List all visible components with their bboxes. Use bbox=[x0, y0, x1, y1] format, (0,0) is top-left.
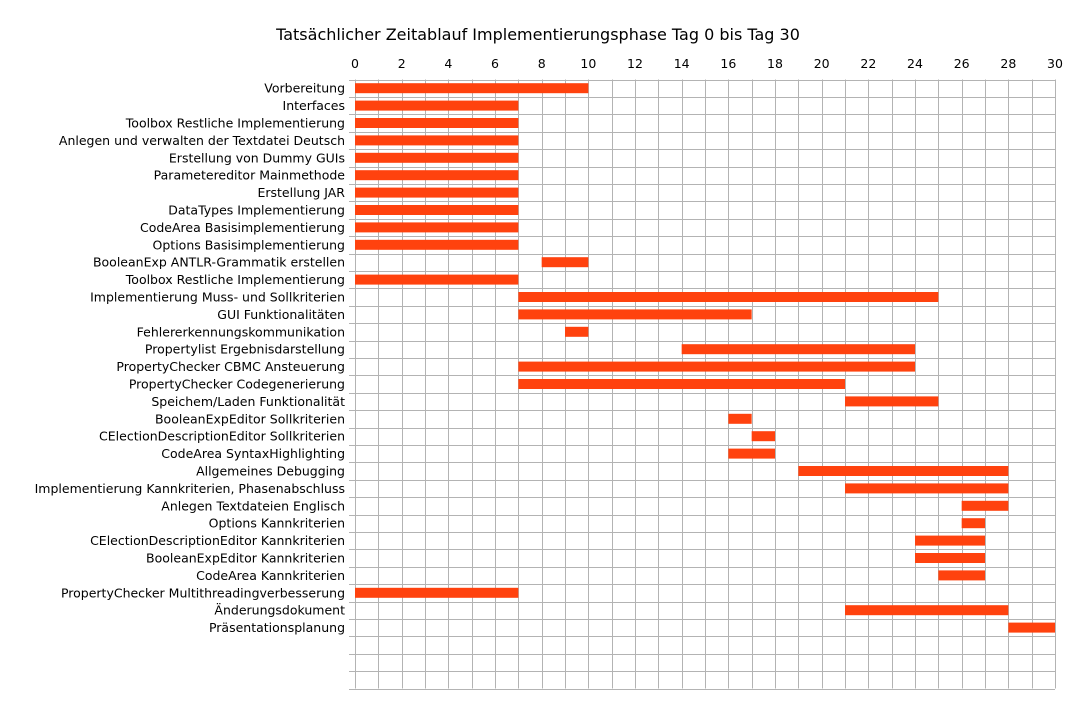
x-tick-label: 2 bbox=[398, 56, 406, 71]
task-bar bbox=[565, 326, 589, 337]
category-label: Parametereditor Mainmethode bbox=[154, 168, 346, 183]
task-bar bbox=[728, 413, 752, 424]
task-bar bbox=[518, 309, 752, 320]
x-tick-label: 8 bbox=[538, 56, 546, 71]
task-bar bbox=[915, 553, 985, 563]
category-label: Toolbox Restliche Implementierung bbox=[125, 116, 345, 131]
category-label: PropertyChecker Codegenerierung bbox=[129, 377, 345, 392]
task-bar bbox=[728, 448, 775, 459]
x-tick-label: 14 bbox=[674, 56, 690, 71]
category-label: Anlegen und verwalten der Textdatei Deut… bbox=[59, 133, 345, 148]
task-bar bbox=[355, 100, 519, 111]
task-bar bbox=[355, 118, 519, 128]
category-label: PropertyChecker CBMC Ansteuerung bbox=[116, 359, 345, 374]
x-tick-label: 10 bbox=[580, 56, 596, 71]
task-bar bbox=[518, 379, 845, 389]
x-tick-label: 6 bbox=[491, 56, 499, 71]
task-bar bbox=[355, 222, 519, 233]
task-bar bbox=[751, 431, 775, 442]
category-label: Speichem/Laden Funktionalität bbox=[151, 394, 345, 409]
category-label: CElectionDescriptionEditor Sollkriterien bbox=[99, 429, 345, 444]
task-bar bbox=[961, 500, 1009, 511]
task-bar bbox=[355, 187, 519, 198]
x-tick-label: 20 bbox=[814, 56, 830, 71]
task-bar bbox=[1008, 622, 1055, 633]
category-label: Vorbereitung bbox=[264, 81, 345, 96]
category-label: CodeArea Kannkriterien bbox=[196, 568, 345, 583]
task-bar bbox=[355, 83, 589, 94]
task-bar bbox=[355, 135, 519, 146]
task-bar bbox=[355, 152, 519, 163]
task-bar bbox=[961, 518, 985, 529]
x-tick-label: 28 bbox=[1000, 56, 1016, 71]
category-label: BooleanExp ANTLR-Grammatik erstellen bbox=[93, 255, 345, 270]
x-tick-label: 16 bbox=[720, 56, 736, 71]
category-label: Toolbox Restliche Implementierung bbox=[125, 272, 345, 287]
category-label: Fehlererkennungskommunikation bbox=[137, 324, 345, 339]
category-label: Präsentationsplanung bbox=[209, 620, 345, 635]
category-label: CodeArea SyntaxHighlighting bbox=[161, 446, 345, 461]
x-axis-ticks: 0 2 4 6 8 10 12 14 16 18 20 22 24 26 28 30 bbox=[351, 56, 1063, 71]
category-label: Erstellung JAR bbox=[257, 185, 345, 200]
category-labels: Vorbereitung Interfaces Toolbox Restliche … bbox=[35, 81, 346, 635]
task-bar bbox=[845, 605, 1009, 616]
bar-layer bbox=[355, 83, 1055, 633]
category-label: Erstellung von Dummy GUIs bbox=[169, 150, 345, 165]
category-label: PropertyChecker Multithreadingverbesseru… bbox=[61, 585, 345, 600]
x-tick-label: 24 bbox=[907, 56, 923, 71]
task-bar bbox=[518, 361, 915, 372]
category-label: Options Basisimplementierung bbox=[153, 237, 345, 252]
x-tick-label: 30 bbox=[1047, 56, 1063, 71]
task-bar bbox=[355, 239, 519, 250]
task-bar bbox=[541, 257, 589, 268]
category-label: Änderungsdokument bbox=[214, 603, 345, 618]
category-label: Interfaces bbox=[283, 98, 345, 113]
task-bar bbox=[681, 344, 915, 355]
category-label: GUI Funktionalitäten bbox=[217, 307, 345, 322]
x-tick-label: 18 bbox=[767, 56, 783, 71]
task-bar bbox=[938, 570, 985, 581]
category-label: Options Kannkriterien bbox=[209, 516, 345, 531]
x-tick-label: 0 bbox=[351, 56, 359, 71]
category-label: DataTypes Implementierung bbox=[168, 203, 345, 218]
task-bar bbox=[518, 292, 939, 302]
category-label: Implementierung Kannkriterien, Phasenabs… bbox=[35, 481, 345, 496]
chart-title: Tatsächlicher Zeitablauf Implementierung… bbox=[275, 25, 800, 44]
x-tick-label: 12 bbox=[627, 56, 643, 71]
task-bar bbox=[845, 396, 939, 407]
x-tick-label: 22 bbox=[860, 56, 876, 71]
task-bar bbox=[798, 466, 1009, 476]
category-label: BooleanExpEditor Kannkriterien bbox=[146, 551, 345, 566]
category-label: Propertylist Ergebnisdarstellung bbox=[145, 342, 345, 357]
category-label: Implementierung Muss- und Sollkriterien bbox=[90, 290, 345, 305]
category-label: Allgemeines Debugging bbox=[196, 464, 345, 479]
category-label: Anlegen Textdateien Englisch bbox=[161, 498, 345, 513]
task-bar bbox=[355, 170, 519, 181]
category-label: BooleanExpEditor Sollkriterien bbox=[155, 411, 345, 426]
task-bar bbox=[355, 205, 519, 215]
x-tick-label: 26 bbox=[954, 56, 970, 71]
category-label: CElectionDescriptionEditor Kannkriterien bbox=[90, 533, 345, 548]
category-label: CodeArea Basisimplementierung bbox=[140, 220, 345, 235]
x-tick-label: 4 bbox=[444, 56, 452, 71]
task-bar bbox=[845, 483, 1009, 494]
task-bar bbox=[915, 535, 985, 546]
task-bar bbox=[355, 274, 519, 285]
task-bar bbox=[355, 587, 519, 598]
